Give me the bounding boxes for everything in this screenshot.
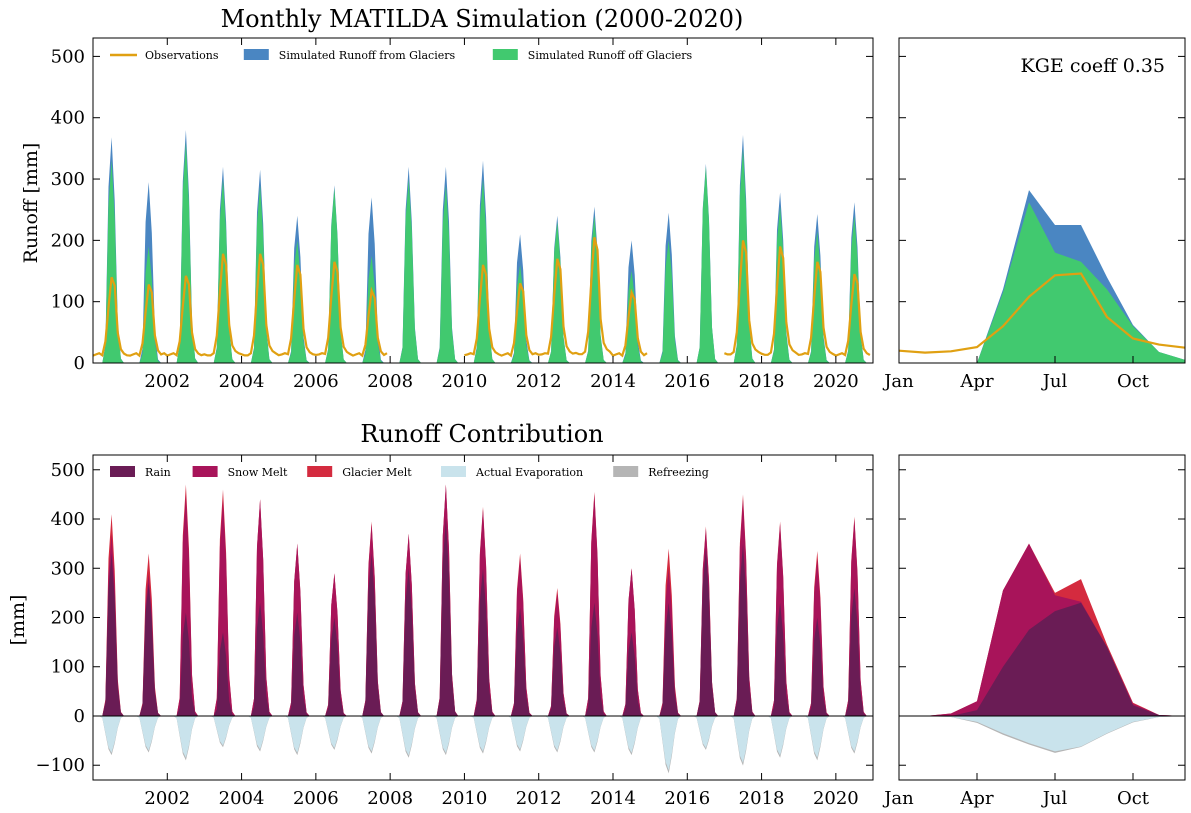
contribution-ytick-label: 400: [51, 509, 85, 530]
contribution-ytick-label: −100: [36, 755, 85, 776]
annual-runoff-xtick-label: Jan: [882, 371, 914, 392]
monthly-xtick-label: 2012: [516, 371, 562, 392]
monthly-ytick-label: 500: [51, 46, 85, 67]
monthly-xtick-label: 2020: [813, 371, 859, 392]
line-annual-observations: [898, 272, 1186, 354]
line-observations: [92, 253, 388, 358]
contribution-xtick-label: 2004: [219, 788, 265, 809]
monthly-xtick-label: 2014: [590, 371, 636, 392]
panel-annual-runoff: Jan Apr Jul Oct: [882, 37, 1186, 392]
contribution-xtick-label: 2012: [516, 788, 562, 809]
monthly-xtick-label: 2008: [367, 371, 413, 392]
monthly-xtick-label: 2018: [739, 371, 785, 392]
contribution-xtick-label: 2016: [664, 788, 710, 809]
contribution-legend-swatch: [110, 466, 135, 477]
panel-runoff-contribution: 2002 2004 2006 2008 2010 2012 2014 2016 2018 2020…: [36, 454, 874, 809]
area-actual-evaporation: [93, 716, 870, 771]
contribution-xtick-label: 2020: [813, 788, 859, 809]
area-annual-rain: [899, 602, 1185, 716]
contribution-xtick-label: 2002: [144, 788, 190, 809]
monthly-legend-swatch: [492, 49, 518, 60]
contribution-xtick-label: 2018: [739, 788, 785, 809]
annual-runoff-xtick-label: Apr: [959, 371, 994, 392]
annual-contribution-xtick-label: Oct: [1117, 788, 1150, 809]
contribution-xtick-label: 2014: [590, 788, 636, 809]
contribution-xtick-label: 2008: [367, 788, 413, 809]
monthly-xtick-label: 2004: [219, 371, 265, 392]
annual-contribution-xtick-label: Jul: [1041, 788, 1068, 809]
monthly-ytick-label: 300: [51, 169, 85, 190]
monthly-xtick-label: 2002: [144, 371, 190, 392]
contribution-legend-swatch: [613, 466, 639, 477]
contribution-legend-label: Glacier Melt: [342, 466, 412, 479]
panel-annual-contribution: Jan Apr Jul Oct: [882, 454, 1186, 809]
monthly-legend-label: Simulated Runoff off Glaciers: [528, 49, 693, 62]
monthly-ytick-label: 0: [74, 353, 85, 374]
monthly-ytick-label: 200: [51, 230, 85, 251]
contribution-legend-label: Snow Melt: [228, 466, 288, 479]
monthly-frame: [92, 37, 874, 364]
monthly-ytick-label: 100: [51, 292, 85, 313]
monthly-xtick-label: 2010: [442, 371, 488, 392]
annual-runoff-xtick-label: Jul: [1041, 371, 1068, 392]
monthly-legend-label: Simulated Runoff from Glaciers: [279, 49, 456, 62]
contribution-legend-label: Refreezing: [648, 466, 709, 479]
chart-title-contribution: Runoff Contribution: [360, 420, 603, 448]
contribution-legend-label: Rain: [145, 466, 171, 479]
annual-contribution-xtick-label: Jan: [882, 788, 914, 809]
monthly-legend-swatch: [243, 49, 269, 60]
annual-runoff-xtick-label: Oct: [1117, 371, 1150, 392]
contribution-legend-swatch: [307, 466, 333, 477]
y-axis-label-runoff: Runoff [mm]: [20, 143, 42, 264]
contribution-legend-swatch: [441, 466, 466, 477]
y-axis-label-mm: [mm]: [7, 595, 29, 646]
monthly-xtick-label: 2016: [664, 371, 710, 392]
contribution-ytick-label: 500: [51, 460, 85, 481]
contribution-ytick-label: 300: [51, 558, 85, 579]
contribution-ytick-label: 100: [51, 657, 85, 678]
contribution-legend-swatch: [192, 466, 218, 477]
contribution-xtick-label: 2006: [293, 788, 339, 809]
contribution-ytick-label: 0: [74, 706, 85, 727]
annual-contribution-xtick-label: Apr: [959, 788, 994, 809]
kge-annotation: KGE coeff 0.35: [1021, 55, 1165, 77]
monthly-legend-label: Observations: [145, 49, 219, 62]
contribution-xtick-label: 2010: [442, 788, 488, 809]
area-annual-evaporation: [899, 716, 1185, 752]
monthly-ytick-label: 400: [51, 108, 85, 129]
contribution-legend-label: Actual Evaporation: [475, 466, 583, 479]
annual-runoff-frame: [898, 37, 1186, 364]
area-rain: [93, 519, 870, 716]
area-runoff-off-glaciers: [93, 142, 870, 363]
line-observations: [464, 237, 648, 358]
panel-monthly-simulation: 2002 2004 2006 2008 2010 2012 2014 2016 2018 2020…: [51, 37, 874, 392]
monthly-xtick-label: 2006: [293, 371, 339, 392]
contribution-ytick-label: 200: [51, 608, 85, 629]
line-observations: [724, 240, 871, 357]
chart-title-monthly: Monthly MATILDA Simulation (2000-2020): [221, 5, 744, 33]
